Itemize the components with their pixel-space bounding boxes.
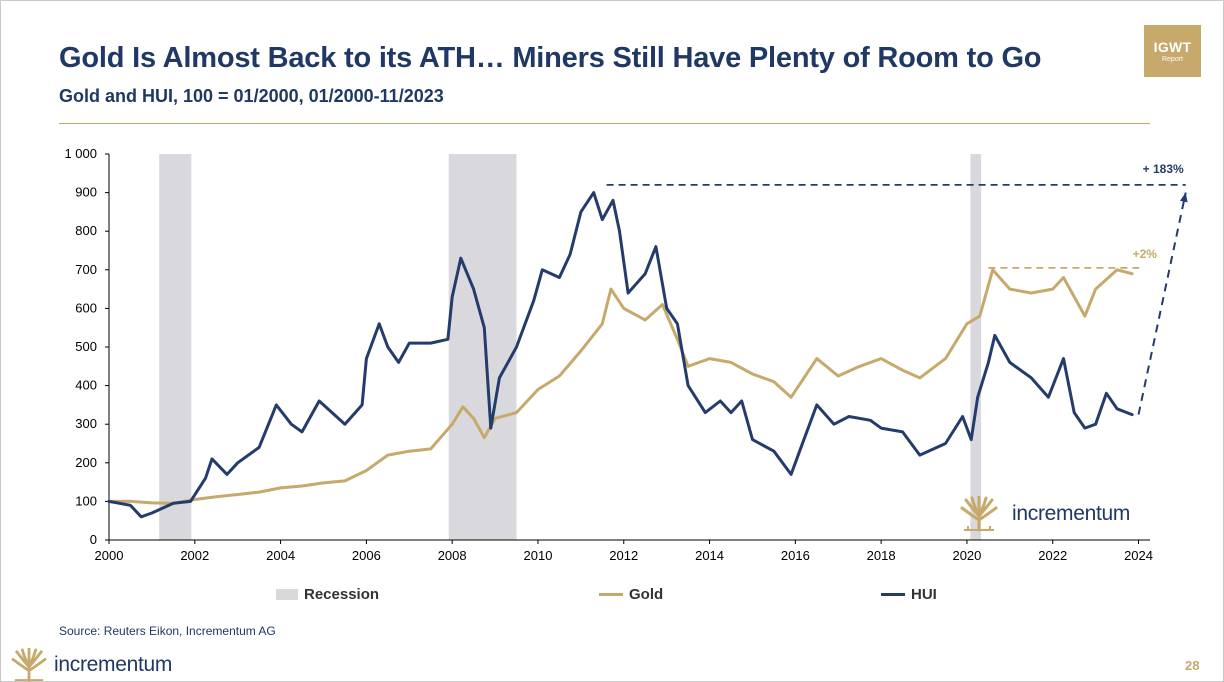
igwt-report-badge: IGWT Report bbox=[1144, 25, 1201, 77]
x-tick-label-2014: 2014 bbox=[695, 548, 724, 563]
badge-main-text: IGWT bbox=[1153, 39, 1192, 55]
x-tick-label-2012: 2012 bbox=[609, 548, 638, 563]
recession-band-2 bbox=[970, 154, 982, 540]
footer-logo: incrementum bbox=[10, 648, 172, 682]
footer-logo-text: incrementum bbox=[54, 653, 173, 676]
x-tick-label-2002: 2002 bbox=[180, 548, 209, 563]
y-tick-label-600: 600 bbox=[75, 300, 97, 315]
x-tick-label-2022: 2022 bbox=[1038, 548, 1067, 563]
series-line-gold bbox=[107, 268, 1134, 505]
header-divider bbox=[59, 123, 1150, 124]
annotation-arrowhead-0 bbox=[1179, 192, 1188, 203]
x-tick-label-2004: 2004 bbox=[266, 548, 295, 563]
x-tick-label-2020: 2020 bbox=[952, 548, 981, 563]
series-line-hui bbox=[107, 191, 1134, 519]
badge-sub-text: Report bbox=[1161, 56, 1183, 63]
legend-label-hui: HUI bbox=[911, 585, 937, 603]
chart-watermark-logo: incrementum bbox=[960, 496, 1130, 532]
legend-label-recession: Recession bbox=[304, 585, 380, 603]
recession-band-1 bbox=[448, 154, 517, 540]
page-title: Gold Is Almost Back to its ATH… Miners S… bbox=[59, 42, 1042, 74]
x-tick-label-2018: 2018 bbox=[867, 548, 896, 563]
annotation-label-1: +2% bbox=[1133, 247, 1158, 261]
y-tick-label-700: 700 bbox=[75, 262, 97, 277]
legend-swatch-gold bbox=[599, 592, 623, 596]
page-number: 28 bbox=[1185, 658, 1200, 673]
legend-swatch-hui bbox=[881, 592, 905, 596]
y-tick-label-900: 900 bbox=[75, 185, 97, 200]
legend-item-gold: Gold bbox=[599, 584, 663, 604]
legend-swatch-recession bbox=[276, 588, 298, 600]
y-tick-label-1000: 1 000 bbox=[64, 146, 97, 161]
y-tick-label-200: 200 bbox=[75, 455, 97, 470]
legend-item-hui: HUI bbox=[881, 584, 937, 604]
chart-logo-text: incrementum bbox=[1012, 502, 1131, 525]
y-tick-label-100: 100 bbox=[75, 493, 97, 508]
x-tick-label-2010: 2010 bbox=[524, 548, 553, 563]
recession-band-0 bbox=[159, 154, 192, 540]
y-tick-label-800: 800 bbox=[75, 223, 97, 238]
source-note: Source: Reuters Eikon, Incrementum AG bbox=[59, 624, 276, 638]
y-tick-label-0: 0 bbox=[90, 532, 97, 547]
x-tick-label-2008: 2008 bbox=[438, 548, 467, 563]
y-tick-label-400: 400 bbox=[75, 378, 97, 393]
x-tick-label-2024: 2024 bbox=[1124, 548, 1153, 563]
page-subtitle: Gold and HUI, 100 = 01/2000, 01/2000-11/… bbox=[59, 86, 444, 106]
legend-label-gold: Gold bbox=[629, 585, 664, 603]
annotation-arrow-0 bbox=[1137, 192, 1187, 415]
tree-logo-icon bbox=[960, 496, 998, 532]
footer-tree-logo-icon bbox=[11, 648, 47, 682]
x-tick-label-2000: 2000 bbox=[95, 548, 124, 563]
annotation-label-0: + 183% bbox=[1143, 162, 1184, 176]
y-tick-label-500: 500 bbox=[75, 339, 97, 354]
x-tick-label-2006: 2006 bbox=[352, 548, 381, 563]
y-tick-label-300: 300 bbox=[75, 416, 97, 431]
legend-item-recession: Recession bbox=[276, 584, 379, 604]
x-tick-label-2016: 2016 bbox=[781, 548, 810, 563]
